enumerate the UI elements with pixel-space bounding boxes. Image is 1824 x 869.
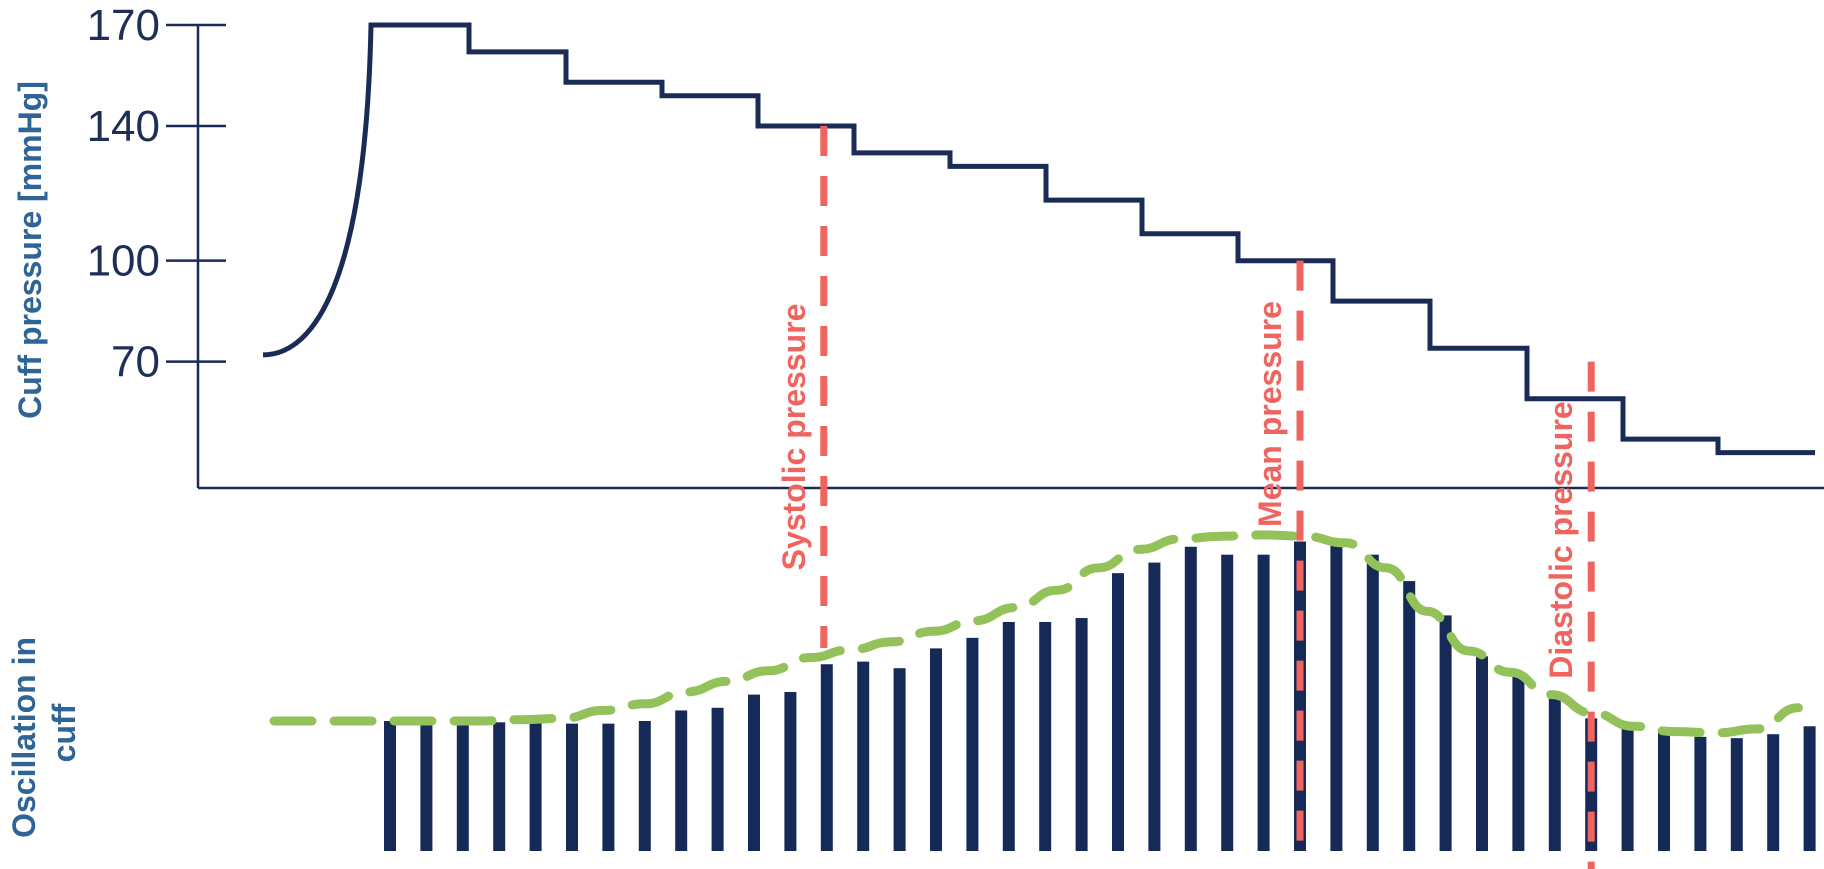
oscillation-bar xyxy=(1039,622,1052,851)
cuff-pressure-curve xyxy=(262,22,1815,456)
oscillation-bar xyxy=(1730,738,1743,851)
oscillation-bar xyxy=(1439,615,1452,851)
pressure-y-label: Cuff pressure [mmHg] xyxy=(12,81,48,419)
systolic-marker-label: Systolic pressure xyxy=(776,304,812,571)
oscillation-bar xyxy=(1330,541,1343,851)
oscillation-bar xyxy=(1476,656,1488,851)
oscillation-bar xyxy=(529,722,542,851)
oscillation-bar xyxy=(966,637,979,851)
pressure-tick-label-100: 100 xyxy=(87,237,160,286)
oscillation-bar xyxy=(675,710,688,851)
oscillation-bar xyxy=(893,668,906,851)
oscillation-envelope xyxy=(269,530,1803,738)
pressure-tick-label-70: 70 xyxy=(111,338,160,387)
oscillation-bar xyxy=(493,722,506,851)
cuff-pressure-line xyxy=(262,22,1815,456)
oscillation-bar xyxy=(784,691,797,851)
oscillation-bar xyxy=(1512,676,1525,851)
oscillation-bar xyxy=(456,721,469,851)
pressure-markers: Systolic pressure Mean pressure Diastolic … xyxy=(776,126,1595,869)
mean-marker-label: Mean pressure xyxy=(1252,301,1288,527)
oscillation-bars xyxy=(384,541,1816,851)
envelope-dashed-line xyxy=(269,530,1803,738)
pressure-tick-label-140: 140 xyxy=(87,102,160,151)
oscillation-y-label-line-1: Oscillation in xyxy=(6,637,42,838)
oscillation-bar xyxy=(820,664,833,851)
oscillation-bar xyxy=(748,694,760,851)
oscillation-bar xyxy=(930,648,942,851)
oscillation-bar xyxy=(1002,622,1015,851)
oscillation-bar xyxy=(1767,734,1780,851)
oscillation-bar xyxy=(384,721,396,851)
oscillation-bar xyxy=(566,723,578,851)
oscillation-bar xyxy=(1257,554,1270,851)
oscillation-y-label-line-2: cuff xyxy=(46,703,82,762)
oscillation-bar xyxy=(1184,546,1197,851)
oscillation-bar xyxy=(1075,618,1088,851)
oscillation-bar xyxy=(1548,695,1561,851)
pressure-axes xyxy=(196,24,1824,490)
oscillation-bar xyxy=(1112,573,1124,851)
oscillation-bar xyxy=(1221,554,1234,851)
oscillation-bar xyxy=(1148,562,1161,851)
pressure-tick-label-170: 170 xyxy=(87,1,160,50)
oscillation-bar xyxy=(638,721,651,851)
diastolic-marker-label: Diastolic pressure xyxy=(1543,401,1579,678)
oscillation-bar xyxy=(1403,581,1416,851)
oscillation-bar xyxy=(1658,730,1670,851)
oscillation-bar xyxy=(1366,554,1379,851)
oscillation-bar xyxy=(711,707,724,851)
pressure-y-ticks: 170 140 100 70 xyxy=(87,1,226,387)
oscillation-bar xyxy=(1621,726,1634,851)
oscillation-bar xyxy=(1803,726,1816,851)
oscillation-bar xyxy=(602,723,615,851)
oscillation-y-label: Oscillation in cuff xyxy=(6,628,82,838)
oscillation-bar xyxy=(857,661,870,851)
oscillation-bar xyxy=(1694,736,1707,851)
oscillation-bar xyxy=(420,721,433,851)
